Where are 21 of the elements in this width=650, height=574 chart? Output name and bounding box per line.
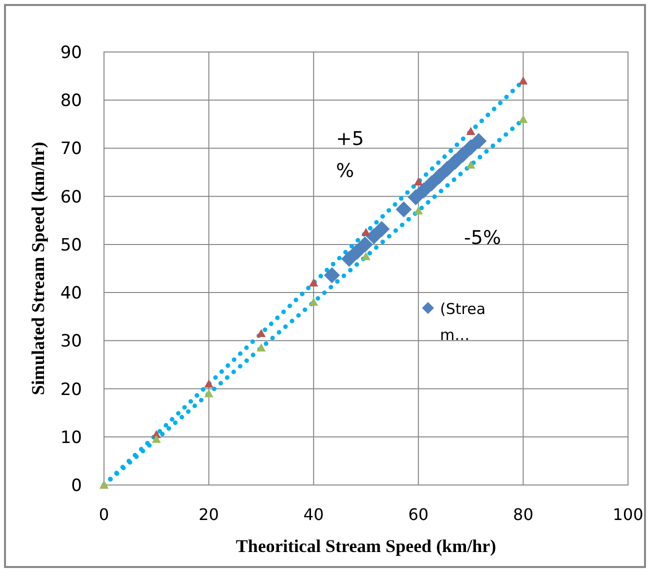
x-tick-label: 40 <box>303 505 324 524</box>
legend-label: (Stream… <box>440 300 486 344</box>
y-tick-label: 40 <box>60 284 82 304</box>
x-tick-label: 80 <box>513 505 534 524</box>
y-axis-title: Simulated Stream Speed (km/hr) <box>28 142 48 396</box>
y-tick-label: 90 <box>60 43 82 63</box>
y-tick-label: 10 <box>60 428 82 448</box>
y-tick-label: 20 <box>60 380 82 400</box>
y-tick-label: 30 <box>60 332 82 352</box>
y-tick-label: 0 <box>71 476 82 496</box>
y-tick-label: 50 <box>60 235 82 256</box>
annotation: +5 % <box>336 128 364 182</box>
y-tick-label: 70 <box>60 139 82 160</box>
annotation: -5% <box>464 227 501 249</box>
y-tick-label: 80 <box>60 91 82 112</box>
x-tick-label: 20 <box>198 505 219 524</box>
x-tick-label: 0 <box>98 505 110 524</box>
y-tick-label: 60 <box>60 187 82 208</box>
x-tick-label: 100 <box>612 505 644 524</box>
x-tick-label: 60 <box>408 505 429 524</box>
x-axis-title: Theoritical Stream Speed (km/hr) <box>236 536 496 556</box>
